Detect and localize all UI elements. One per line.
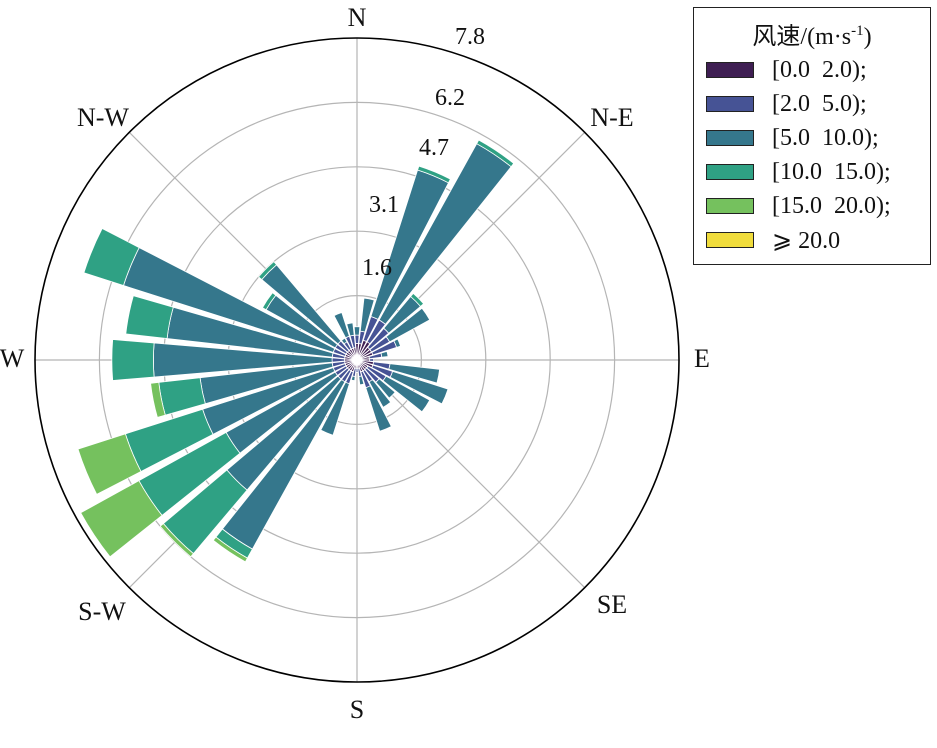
legend-item: [10.0 15.0); [706, 156, 891, 188]
radial-tick-label: 6.2 [435, 85, 465, 111]
wind-bar-segment [388, 363, 441, 384]
legend-item: [0.0 2.0); [706, 54, 867, 86]
wind-bar-segment [382, 375, 431, 413]
wind-bar-segment [393, 338, 401, 348]
direction-label-s: S [350, 695, 364, 724]
direction-label-sw: S-W [78, 597, 126, 626]
legend-label: [2.0 5.0); [772, 90, 867, 117]
wind-bar-segment [83, 227, 140, 287]
direction-label-nw: N-W [77, 103, 129, 132]
wind-bar-segment [365, 385, 392, 432]
wind-bar-segment [353, 326, 361, 336]
grid-ring [98, 101, 616, 619]
legend-label: [5.0 10.0); [772, 124, 879, 151]
wind-bar-segment [476, 139, 515, 168]
direction-label-e: E [694, 344, 710, 373]
legend-label: [10.0 15.0); [772, 158, 891, 185]
chart-legend: 风速/(m·s-1) [0.0 2.0); [2.0 5.0); [5.0 10… [693, 7, 931, 265]
wind-bar-segment [258, 261, 278, 281]
legend-swatch [706, 96, 754, 112]
wind-bar-segment [389, 370, 449, 405]
direction-label-w: W [0, 344, 25, 373]
radial-tick-label: 1.6 [362, 255, 392, 281]
legend-swatch [706, 232, 754, 248]
legend-swatch [706, 198, 754, 214]
legend-title: 风速/(m·s-1) [752, 23, 872, 50]
wind-bar-segment [333, 311, 350, 339]
wind-bar-segment [368, 378, 392, 408]
wind-bar-segment [80, 480, 163, 558]
direction-label-n: N [348, 3, 367, 32]
wind-bar-segment [340, 337, 348, 345]
axis-labels: N N-E E SE S S-W W N-W 1.6 3.1 4.7 6.2 7… [0, 3, 710, 724]
radial-tick-label: 3.1 [369, 192, 399, 218]
legend-swatch [706, 164, 754, 180]
wind-bar-segment [385, 307, 431, 343]
direction-label-ne: N-E [590, 103, 633, 132]
legend-label: [15.0 20.0); [772, 192, 891, 219]
legend-item: [2.0 5.0); [706, 88, 867, 120]
legend-item: [15.0 20.0); [706, 190, 891, 222]
wind-bar-segment [77, 433, 142, 495]
legend-item: ⩾ 20.0 [706, 224, 840, 256]
wind-bar-segment [111, 339, 155, 381]
radial-tick-label: 7.8 [455, 24, 485, 50]
wind-bar-segment [358, 375, 365, 386]
wind-bar-segment [350, 375, 356, 382]
radial-tick-label: 4.7 [419, 135, 449, 161]
legend-swatch [706, 130, 754, 146]
wind-bar-segment [261, 292, 277, 311]
legend-swatch [706, 62, 754, 78]
wind-bar-segment [346, 322, 355, 337]
legend-item: [5.0 10.0); [706, 122, 879, 154]
wind-bars [77, 139, 515, 563]
wind-bar-segment [368, 358, 375, 362]
wind-bar-segment [150, 381, 166, 418]
wind-bar-segment [375, 378, 396, 399]
direction-label-se: SE [597, 590, 627, 619]
wind-bar-segment [212, 536, 248, 563]
legend-label: [0.0 2.0); [772, 56, 867, 83]
outer-boundary [34, 37, 680, 683]
wind-bar-segment [417, 165, 451, 184]
wind-bar-segment [410, 292, 425, 307]
wind-bar-segment [125, 295, 174, 339]
wind-bar-segment [158, 377, 206, 416]
wind-bar-segment [380, 350, 389, 358]
wind-bar-segment [359, 297, 375, 333]
legend-label: ⩾ 20.0 [772, 227, 841, 254]
wind-bar-segment [320, 381, 350, 436]
wind-bar-segment [354, 334, 360, 344]
grid-spoke [356, 359, 586, 589]
wind-bar-segment [159, 523, 194, 558]
